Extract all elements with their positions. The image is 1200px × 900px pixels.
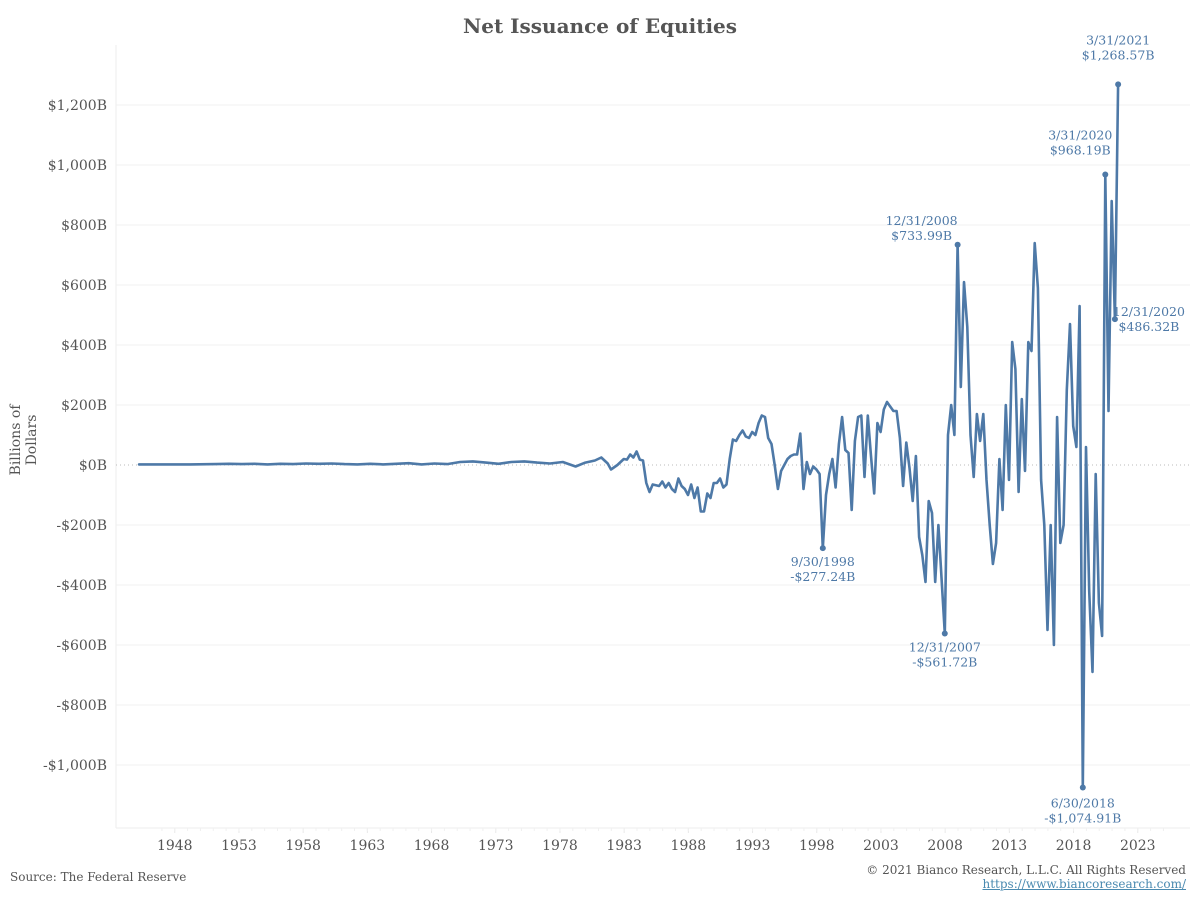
y-tick-label: -$600B bbox=[56, 638, 107, 654]
annotations-layer: 3/31/2021$1,268.57B 3/31/2020$968.19B 12/3… bbox=[790, 32, 1185, 825]
x-tick-label: 1983 bbox=[606, 838, 642, 854]
y-tick-label: $1,000B bbox=[48, 158, 107, 174]
y-tick-label: $200B bbox=[61, 398, 107, 414]
y-tick-label: $400B bbox=[61, 338, 107, 354]
x-tick-label: 1978 bbox=[542, 838, 578, 854]
x-tick-label: 1988 bbox=[671, 838, 707, 854]
x-tick-label: 1993 bbox=[735, 838, 771, 854]
x-tick-label: 2003 bbox=[863, 838, 899, 854]
annotation-value: -$561.72B bbox=[912, 655, 977, 670]
x-tick-label: 1973 bbox=[478, 838, 514, 854]
y-tick-label: -$1,000B bbox=[43, 758, 107, 774]
x-tick-label: 1968 bbox=[414, 838, 450, 854]
annotation-date: 6/30/2018 bbox=[1051, 795, 1115, 810]
x-tick-label: 2023 bbox=[1120, 838, 1156, 854]
copyright-note: © 2021 Bianco Research, L.L.C. All Right… bbox=[866, 863, 1186, 877]
annotation-marker bbox=[1102, 171, 1109, 178]
annotation-date: 12/31/2020 bbox=[1113, 304, 1185, 319]
y-axis-ticks: $1,200B $1,000B $800B $600B $400B $200B $0B -$2… bbox=[43, 98, 107, 774]
x-tick-label: 1963 bbox=[350, 838, 386, 854]
annotation-value: $968.19B bbox=[1050, 143, 1111, 158]
series-layer bbox=[137, 83, 1120, 789]
annotation-marker bbox=[1079, 784, 1086, 791]
annotation-date: 3/31/2020 bbox=[1048, 128, 1112, 143]
y-tick-label: -$400B bbox=[56, 578, 107, 594]
x-tick-label: 1998 bbox=[799, 838, 835, 854]
y-tick-label: -$200B bbox=[56, 518, 107, 534]
annotation-date: 9/30/1998 bbox=[791, 554, 855, 569]
annotation-value: -$277.24B bbox=[790, 569, 855, 584]
y-tick-label: $800B bbox=[61, 218, 107, 234]
series-line bbox=[137, 83, 1120, 789]
y-tick-label: $600B bbox=[61, 278, 107, 294]
chart-title: Net Issuance of Equities bbox=[462, 14, 738, 38]
x-tick-label: 1953 bbox=[221, 838, 257, 854]
x-tick-label: 2018 bbox=[1056, 838, 1092, 854]
annotation-value: $1,268.57B bbox=[1082, 47, 1155, 62]
annotation-date: 12/31/2008 bbox=[886, 213, 958, 228]
annotation-value: $733.99B bbox=[891, 228, 952, 243]
y-tick-label: $0B bbox=[79, 458, 107, 474]
x-tick-label: 1958 bbox=[285, 838, 321, 854]
x-tick-label: 2013 bbox=[992, 838, 1028, 854]
gridlines bbox=[115, 45, 1190, 829]
x-tick-label: 1948 bbox=[157, 838, 193, 854]
annotation-marker bbox=[941, 630, 948, 637]
y-tick-label: $1,200B bbox=[48, 98, 107, 114]
annotation-value: $486.32B bbox=[1118, 319, 1179, 334]
x-axis-ticks: 1948 1953 1958 1963 1968 1973 1978 1983 1988 1993… bbox=[157, 828, 1164, 854]
annotation-marker bbox=[954, 241, 961, 248]
annotation-marker bbox=[1111, 316, 1118, 323]
annotation-date: 3/31/2021 bbox=[1086, 32, 1150, 47]
website-link[interactable]: https://www.biancoresearch.com/ bbox=[982, 877, 1186, 891]
x-tick-label: 2008 bbox=[927, 838, 963, 854]
source-note: Source: The Federal Reserve bbox=[10, 870, 187, 884]
y-tick-label: -$800B bbox=[56, 698, 107, 714]
annotation-marker bbox=[1115, 81, 1122, 88]
annotation-marker bbox=[819, 545, 826, 552]
annotation-date: 12/31/2007 bbox=[909, 640, 981, 655]
annotation-value: -$1,074.91B bbox=[1044, 810, 1121, 825]
